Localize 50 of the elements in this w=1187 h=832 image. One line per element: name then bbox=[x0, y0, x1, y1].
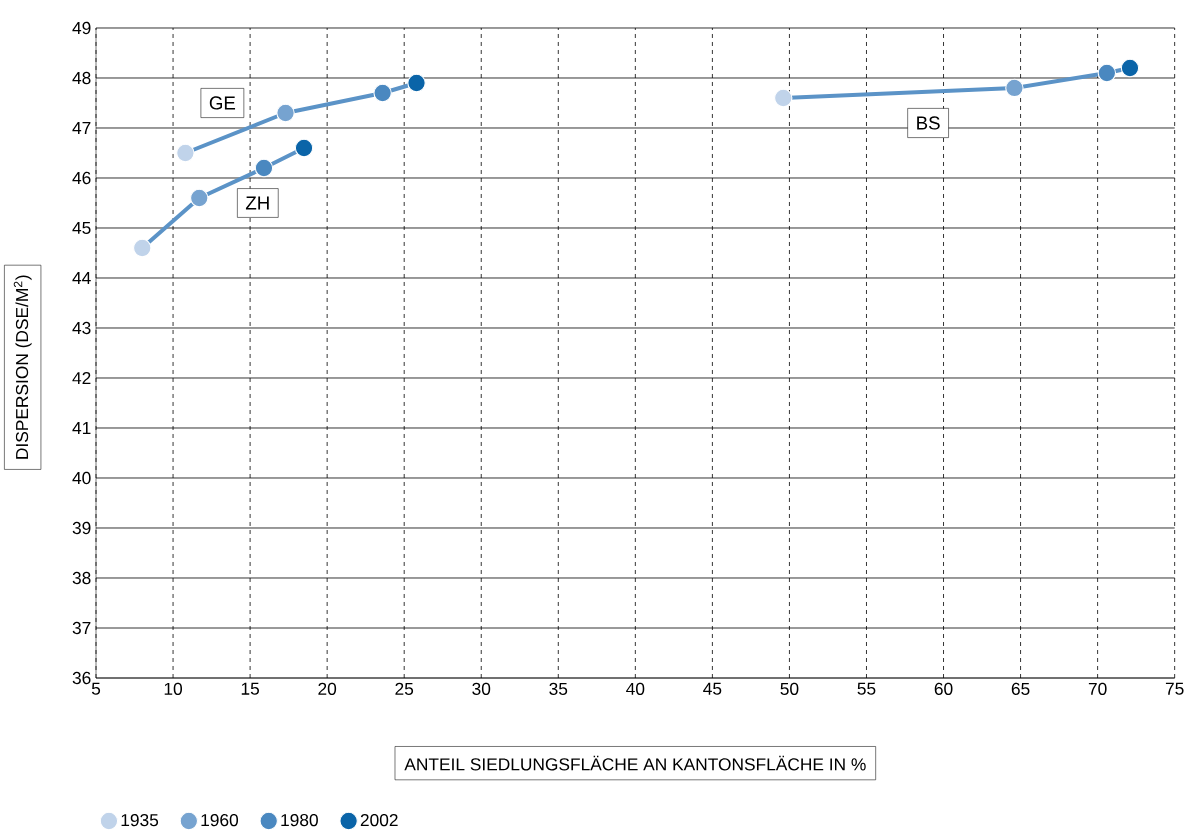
legend-label: 1960 bbox=[201, 813, 239, 827]
x-tick-label: 45 bbox=[703, 682, 722, 695]
legend-label: 1980 bbox=[281, 813, 318, 827]
x-tick-label: 60 bbox=[934, 682, 953, 695]
x-tick-label: 55 bbox=[857, 682, 876, 695]
x-axis-title: ANTEIL SIEDLUNGSFLÄCHE AN KANTONSFLÄCHE IN % bbox=[404, 755, 866, 771]
x-tick-label: 20 bbox=[318, 682, 337, 695]
x-tick-label: 35 bbox=[549, 682, 568, 695]
x-tick-label: 10 bbox=[164, 682, 183, 695]
point bbox=[1097, 63, 1117, 83]
legend-label: 2002 bbox=[360, 813, 398, 827]
y-tick-label: 48 bbox=[72, 71, 91, 85]
y-tick-label: 39 bbox=[72, 521, 91, 535]
annotation: BS bbox=[917, 116, 940, 130]
y-tick-label: 42 bbox=[72, 371, 91, 385]
y-tick-label: 46 bbox=[72, 171, 91, 185]
point bbox=[133, 238, 152, 258]
annotation: GE bbox=[209, 96, 236, 110]
annotation: ZH bbox=[245, 196, 269, 210]
point bbox=[190, 188, 209, 208]
x-tick-label: 75 bbox=[1165, 682, 1184, 695]
y-tick-label: 36 bbox=[72, 671, 91, 685]
point bbox=[774, 88, 793, 108]
y-tick-label: 41 bbox=[72, 422, 91, 434]
y-tick-label: 43 bbox=[72, 321, 91, 335]
y-tick-label: 44 bbox=[72, 272, 91, 284]
y-axis-title: DISPERSION (DSE/M$^{2}$) bbox=[13, 275, 32, 459]
x-tick-label: 15 bbox=[241, 682, 259, 695]
point bbox=[407, 73, 426, 93]
point bbox=[176, 143, 195, 163]
y-tick-label: 40 bbox=[72, 471, 91, 485]
y-tick-label: 49 bbox=[72, 21, 91, 35]
y-tick-label: 37 bbox=[72, 621, 91, 635]
point bbox=[1005, 78, 1024, 98]
point bbox=[373, 83, 392, 103]
y-tick-label: 45 bbox=[72, 221, 91, 235]
x-tick-label: 70 bbox=[1088, 682, 1107, 695]
y-tick-label: 47 bbox=[72, 122, 91, 134]
x-tick-label: 5 bbox=[91, 682, 101, 695]
point bbox=[276, 103, 295, 123]
x-tick-label: 25 bbox=[395, 682, 414, 695]
x-tick-label: 40 bbox=[626, 682, 645, 695]
point bbox=[294, 138, 314, 158]
x-tick-label: 50 bbox=[780, 682, 799, 695]
x-tick-label: 65 bbox=[1011, 682, 1030, 695]
y-tick-label: 38 bbox=[72, 571, 91, 585]
point bbox=[254, 158, 274, 178]
point bbox=[1120, 58, 1140, 78]
x-tick-label: 30 bbox=[472, 682, 491, 695]
legend-label: 1935 bbox=[121, 813, 159, 827]
